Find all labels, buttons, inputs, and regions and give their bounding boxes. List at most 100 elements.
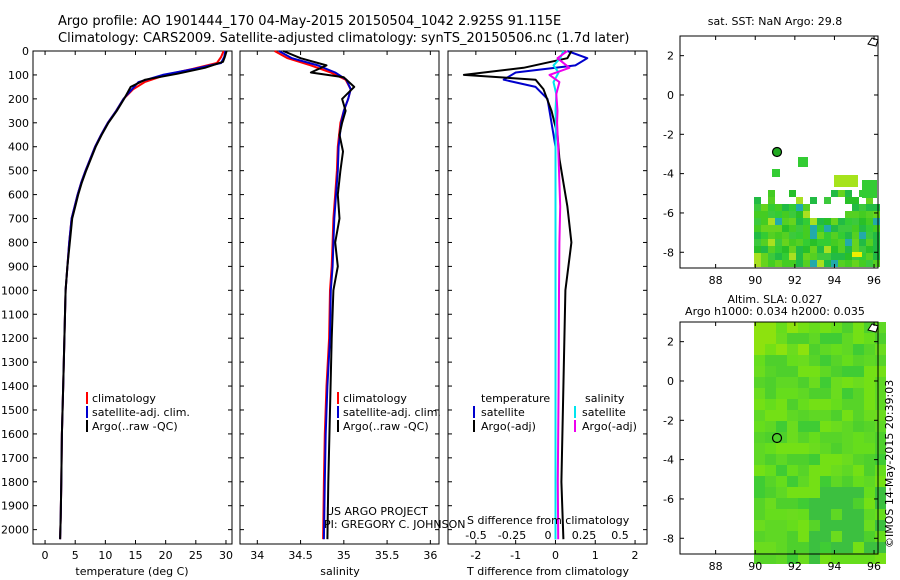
series-line-salinity-argo-adj- [548, 50, 571, 540]
sst-cell [803, 211, 810, 218]
x-tick-label: 0 [42, 549, 49, 562]
sla-cell [820, 476, 831, 487]
sla-cell [754, 542, 765, 553]
sla-cell [798, 366, 809, 377]
sst-cell [796, 232, 803, 239]
sla-cell [787, 344, 798, 355]
lon-tick-label: 96 [867, 274, 881, 287]
sla-cell [809, 399, 820, 410]
sst-cell [838, 190, 845, 197]
sla-cell [798, 421, 809, 432]
sst-cell [761, 253, 768, 260]
sla-cell [820, 355, 831, 366]
sst-cell [845, 260, 852, 267]
sla-cell [842, 388, 853, 399]
x-tick-label: 0 [552, 549, 559, 562]
sst-map-title: sat. SST: NaN Argo: 29.8 [708, 15, 842, 28]
sla-cell [864, 553, 875, 564]
sla-cell [776, 531, 787, 542]
lon-tick-label: 90 [748, 560, 762, 573]
sla-cell [776, 410, 787, 421]
sst-cell [775, 246, 782, 253]
series-line-satellite-adj-clim- [278, 50, 352, 540]
sst-cell [810, 239, 817, 246]
sla-cell [765, 399, 776, 410]
sst-cell [866, 225, 873, 232]
sla-cell [765, 355, 776, 366]
sst-cell [845, 218, 852, 225]
depth-tick-label: 1100 [1, 308, 29, 321]
sst-cell [796, 211, 803, 218]
sla-cell [765, 553, 776, 564]
sst-cell [831, 260, 838, 267]
sst-cell [873, 204, 880, 211]
sla-cell [875, 553, 886, 564]
sla-cell [864, 366, 875, 377]
depth-tick-label: 300 [8, 117, 29, 130]
sla-cell [853, 520, 864, 531]
legend-swatch-temp-satellite [473, 406, 475, 418]
legend-swatch-sal-satellite [574, 406, 576, 418]
s-diff-tick-label: 0.25 [572, 529, 597, 542]
sla-cell [831, 531, 842, 542]
sla-cell [853, 388, 864, 399]
sst-cell [768, 253, 775, 260]
sst-cell [754, 232, 761, 239]
legend-label-sal-argo: Argo(-adj) [582, 420, 637, 433]
legend-swatch-satellite [86, 406, 88, 418]
sla-cell [820, 322, 831, 333]
sst-cell [775, 260, 782, 267]
sst-cell [845, 253, 852, 260]
sla-cell [776, 377, 787, 388]
sla-cell [754, 344, 765, 355]
legend-swatch-argo [86, 420, 88, 432]
sst-cell [873, 232, 880, 239]
sla-cell [831, 509, 842, 520]
sst-cell [789, 260, 796, 267]
sst-cell [831, 253, 838, 260]
sla-cell [875, 487, 886, 498]
sst-cell [834, 175, 858, 187]
sst-cell [852, 204, 859, 211]
lon-tick-label: 94 [827, 560, 841, 573]
sla-cell [842, 333, 853, 344]
sst-cell [817, 218, 824, 225]
sst-cell [782, 260, 789, 267]
sst-cell [789, 211, 796, 218]
sst-cell [761, 211, 768, 218]
sst-cell [824, 253, 831, 260]
sla-cell [809, 487, 820, 498]
sst-cell [768, 218, 775, 225]
sst-cell [866, 260, 873, 267]
sst-cell [824, 232, 831, 239]
sla-cell [875, 421, 886, 432]
sla-cell [765, 531, 776, 542]
sla-cell [809, 388, 820, 399]
sst-cell [824, 218, 831, 225]
sla-cell [754, 377, 765, 388]
sla-cell [853, 432, 864, 443]
sst-cell [824, 246, 831, 253]
x-tick-label: 15 [129, 549, 143, 562]
legend-label-satellite: satellite-adj. clim. [343, 406, 441, 419]
sst-cell [796, 253, 803, 260]
sla-cell [776, 333, 787, 344]
sla-cell [754, 509, 765, 520]
temperature-xlabel: temperature (deg C) [75, 565, 188, 578]
sst-cell [845, 225, 852, 232]
sla-cell [787, 322, 798, 333]
sst-cell [803, 253, 810, 260]
sla-cell [842, 520, 853, 531]
temperature-panel: 0100200300400500600700800900100011001200… [1, 45, 233, 578]
sst-cell [782, 225, 789, 232]
sst-cell [859, 239, 866, 246]
sla-cell [853, 410, 864, 421]
sst-cell [845, 232, 852, 239]
sst-cell [775, 253, 782, 260]
sla-cell [853, 531, 864, 542]
sst-cell [852, 197, 859, 204]
sst-cell [824, 239, 831, 246]
sla-cell [864, 399, 875, 410]
imos-credit: ©IMOS 14-May-2015 20:39:03 [883, 380, 896, 548]
sst-cell [831, 246, 838, 253]
